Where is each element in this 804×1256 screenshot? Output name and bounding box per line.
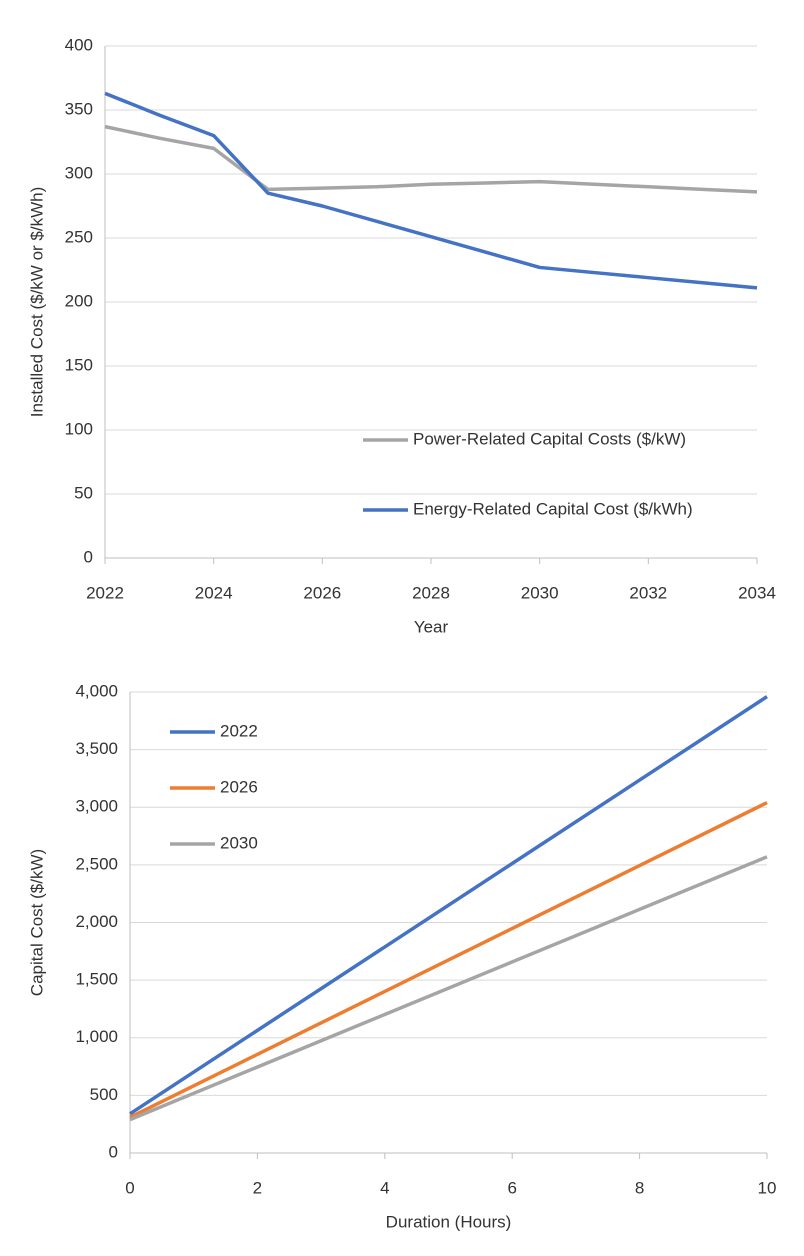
y-tick-label: 2,000 [75, 912, 118, 931]
x-tick-label: 4 [380, 1178, 389, 1197]
y-tick-label: 1,500 [75, 970, 118, 989]
x-axis-label: Duration (Hours) [386, 1212, 512, 1231]
y-tick-label: 250 [65, 227, 93, 246]
x-tick-label: 10 [758, 1178, 777, 1197]
y-tick-label: 3,000 [75, 797, 118, 816]
x-tick-label: 2030 [521, 583, 559, 602]
x-tick-label: 2028 [412, 583, 450, 602]
y-tick-label: 3,500 [75, 739, 118, 758]
legend-label: 2022 [220, 721, 258, 740]
y-tick-label: 1,000 [75, 1027, 118, 1046]
x-tick-label: 0 [125, 1178, 134, 1197]
y-tick-label: 300 [65, 163, 93, 182]
x-tick-label: 6 [507, 1178, 516, 1197]
y-tick-label: 200 [65, 291, 93, 310]
y-tick-label: 0 [109, 1142, 118, 1161]
line-series [129, 801, 768, 1119]
legend-label: 2026 [220, 777, 258, 796]
line-series [129, 695, 768, 1116]
y-tick-label: 0 [84, 547, 93, 566]
y-tick-label: 150 [65, 355, 93, 374]
y-tick-label: 500 [90, 1085, 118, 1104]
x-tick-label: 2022 [86, 583, 124, 602]
x-axis-label: Year [414, 617, 449, 636]
y-tick-label: 2,500 [75, 854, 118, 873]
line-series [104, 124, 758, 194]
legend-label: 2030 [220, 833, 258, 852]
y-tick-label: 350 [65, 99, 93, 118]
line-series [129, 855, 768, 1122]
line-series [104, 91, 758, 290]
y-tick-label: 100 [65, 419, 93, 438]
legend-label: Power-Related Capital Costs ($/kW) [413, 429, 686, 448]
legend-label: Energy-Related Capital Cost ($/kWh) [413, 499, 693, 518]
x-tick-label: 2032 [629, 583, 667, 602]
x-tick-label: 2034 [738, 583, 776, 602]
y-tick-label: 4,000 [75, 681, 118, 700]
x-tick-label: 8 [635, 1178, 644, 1197]
x-tick-label: 2 [253, 1178, 262, 1197]
y-axis-label: Installed Cost ($/kW or $/kWh) [27, 187, 46, 418]
y-tick-label: 50 [74, 483, 93, 502]
x-tick-label: 2026 [303, 583, 341, 602]
y-tick-label: 400 [65, 35, 93, 54]
y-axis-label: Capital Cost ($/kW) [27, 849, 46, 996]
x-tick-label: 2024 [195, 583, 233, 602]
